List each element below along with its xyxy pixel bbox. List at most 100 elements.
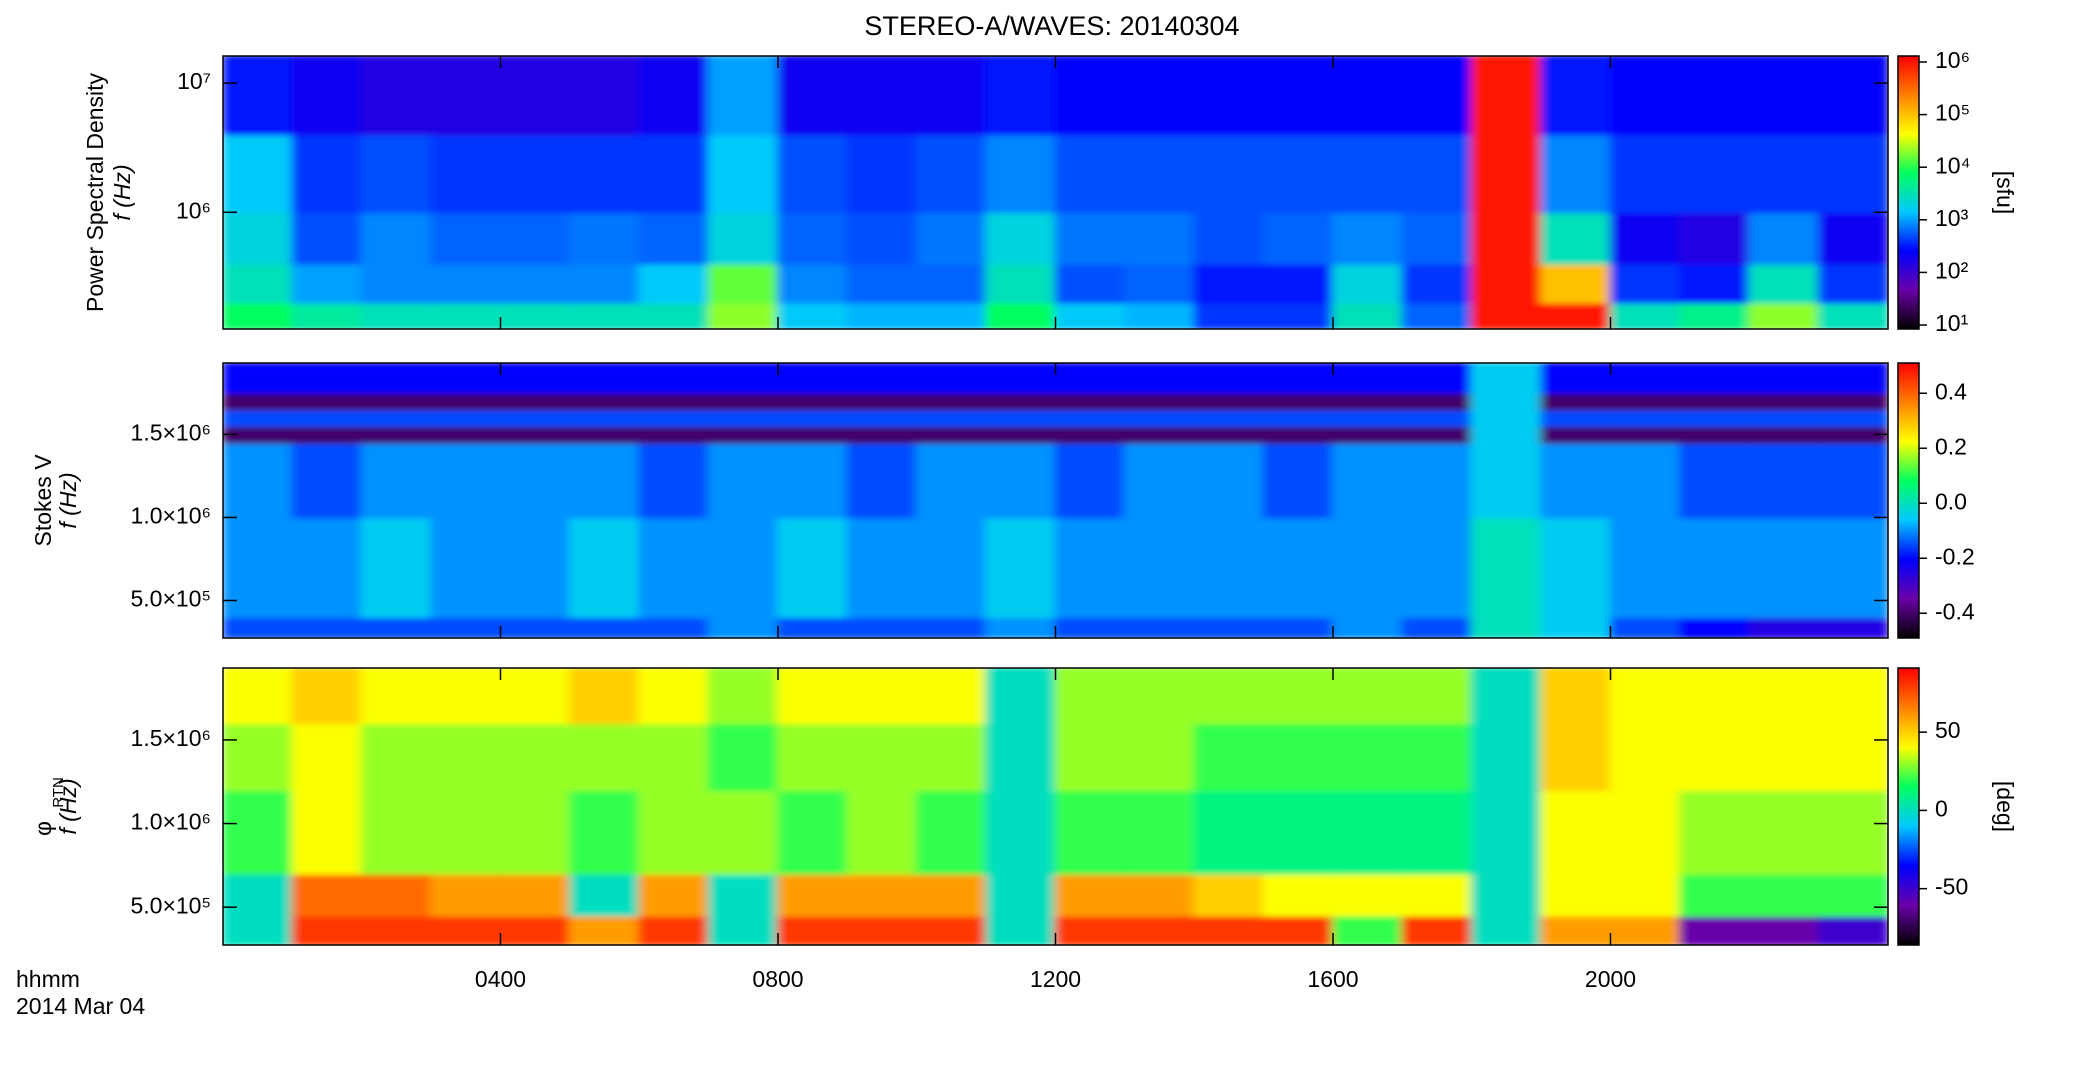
heatmap-cell	[223, 133, 294, 214]
heatmap-cell	[1609, 789, 1681, 875]
heatmap-cell	[707, 668, 779, 725]
heatmap-cell	[1748, 301, 1820, 329]
heatmap-cell	[1678, 408, 1751, 428]
heatmap-cell	[1678, 301, 1751, 329]
heatmap-cell	[360, 301, 433, 329]
heatmap-cell	[1123, 616, 1196, 638]
heatmap-cell	[1193, 914, 1265, 945]
x-tick-label: 1200	[1030, 966, 1081, 992]
heatmap-cell	[1609, 56, 1681, 136]
heatmap-cell	[360, 363, 433, 394]
heatmap	[223, 56, 1888, 329]
heatmap-cell	[291, 789, 363, 875]
heatmap-cell	[846, 363, 918, 394]
heatmap-cell	[777, 262, 849, 304]
heatmap-cell	[638, 211, 710, 265]
heatmap-cell	[568, 914, 641, 945]
heatmap-cell	[1123, 516, 1196, 619]
heatmap-cell	[1193, 441, 1265, 519]
heatmap-cell	[638, 516, 710, 619]
heatmap-cell	[360, 441, 433, 519]
heatmap-cell	[1401, 56, 1473, 136]
heatmap-cell	[1401, 668, 1473, 725]
heatmap-cell	[985, 363, 1057, 394]
heatmap-cell	[430, 408, 502, 428]
heatmap-cell	[707, 789, 779, 875]
heatmap-cell	[1401, 789, 1473, 875]
heatmap-cell	[777, 133, 849, 214]
heatmap-cell	[777, 211, 849, 265]
heatmap-cell	[1678, 616, 1751, 638]
colorbar-tick-label: 0	[1935, 795, 1948, 821]
heatmap-cell	[915, 56, 988, 136]
heatmap-cell	[499, 872, 571, 917]
y-tick-label: 1.5×10⁶	[131, 725, 211, 751]
heatmap-cell	[1540, 133, 1612, 214]
heatmap-cell	[638, 363, 710, 394]
x-axis-label: hhmm	[16, 966, 80, 992]
heatmap-cell	[499, 211, 571, 265]
heatmap-cell	[1332, 56, 1404, 136]
heatmap-cell	[1678, 914, 1751, 945]
heatmap-cell	[1609, 301, 1681, 329]
heatmap-cell	[1470, 363, 1543, 394]
heatmap-cell	[1193, 616, 1265, 638]
heatmap-cell	[985, 872, 1057, 917]
heatmap-cell	[1678, 872, 1751, 917]
heatmap-cell	[915, 211, 988, 265]
heatmap-cell	[1193, 211, 1265, 265]
heatmap-cell	[1748, 872, 1820, 917]
heatmap-cell	[1678, 668, 1751, 725]
heatmap-cell	[985, 133, 1057, 214]
heatmap-cell	[1817, 408, 1888, 428]
heatmap-cell	[568, 211, 641, 265]
heatmap-cell	[707, 391, 779, 411]
heatmap-cell	[777, 408, 849, 428]
heatmap-cell	[1817, 616, 1888, 638]
heatmap-cell	[1817, 262, 1888, 304]
heatmap-cell	[1054, 722, 1126, 792]
heatmap-cell	[223, 722, 294, 792]
heatmap-cell	[1540, 211, 1612, 265]
heatmap-cell	[1470, 789, 1543, 875]
y-tick-label: 1.5×10⁶	[131, 419, 211, 445]
heatmap-cell	[1748, 262, 1820, 304]
heatmap-cell	[223, 262, 294, 304]
heatmap-cell	[499, 616, 571, 638]
heatmap-cell	[223, 56, 294, 136]
heatmap-cell	[1054, 441, 1126, 519]
heatmap-cell	[291, 441, 363, 519]
heatmap-cell	[568, 262, 641, 304]
heatmap-cell	[1817, 133, 1888, 214]
heatmap-cell	[1748, 408, 1820, 428]
colorbar	[1897, 667, 1920, 946]
heatmap-cell	[1678, 211, 1751, 265]
heatmap-cell	[1609, 391, 1681, 411]
heatmap-cell	[915, 789, 988, 875]
colorbar-tick-label: -50	[1935, 874, 1968, 900]
heatmap-cell	[846, 914, 918, 945]
heatmap-cell	[291, 872, 363, 917]
heatmap-cell	[1817, 301, 1888, 329]
chart-title: STEREO-A/WAVES: 20140304	[864, 11, 1239, 41]
heatmap-cell	[1262, 914, 1334, 945]
heatmap-cell	[1540, 914, 1612, 945]
heatmap-cell	[1609, 722, 1681, 792]
heatmap-cell	[915, 262, 988, 304]
heatmap-cell	[1193, 668, 1265, 725]
colorbar-tick-label: 10⁵	[1935, 100, 1970, 126]
heatmap-cell	[1332, 391, 1404, 411]
heatmap-cell	[1332, 616, 1404, 638]
heatmap-cell	[430, 722, 502, 792]
y-tick-label: 5.0×10⁵	[130, 586, 211, 612]
y-axis-label: Stokes V	[30, 454, 56, 547]
heatmap-cell	[1262, 301, 1334, 329]
heatmap-cell	[985, 722, 1057, 792]
heatmap-cell	[1470, 56, 1543, 136]
y-tick-label: 5.0×10⁵	[130, 892, 211, 918]
heatmap-cell	[1540, 425, 1612, 444]
heatmap-cell	[1123, 363, 1196, 394]
y-tick-label: 1.0×10⁶	[131, 809, 211, 835]
heatmap-cell	[1054, 789, 1126, 875]
